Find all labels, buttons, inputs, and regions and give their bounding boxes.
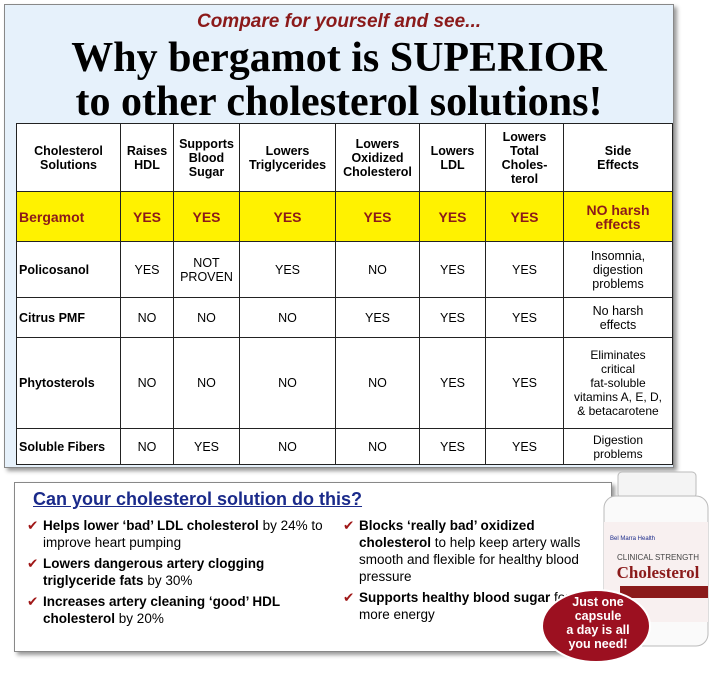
row-label: Policosanol (16, 241, 121, 298)
cell: YES (419, 297, 486, 338)
column-header: Supports Blood Sugar (173, 123, 240, 192)
cell: YES (485, 241, 564, 298)
cell: YES (335, 297, 420, 338)
cap (617, 471, 697, 499)
bullet: Lowers dangerous artery clogging triglyc… (27, 555, 333, 589)
badge-line: a day is all (566, 623, 629, 637)
badge: Just one capsule a day is all you need! (541, 589, 651, 663)
bullet: Helps lower ‘bad’ LDL cholesterol by 24%… (27, 517, 333, 551)
cell: NO (335, 337, 420, 429)
cell: YES (419, 191, 486, 242)
strength: CLINICAL STRENGTH (617, 553, 699, 562)
cell: YES (419, 241, 486, 298)
column-header: Lowers LDL (419, 123, 486, 192)
column-header: Raises HDL (120, 123, 174, 192)
badge-line: capsule (575, 609, 622, 623)
bullet-bold: Supports healthy blood sugar (359, 590, 551, 605)
table-row: Phytosterols NO NO NO NO YES YES Eliminates cri… (16, 337, 673, 429)
row-label: Citrus PMF (16, 297, 121, 338)
bullet-bold: Blocks ‘really bad’ oxidized cholesterol (359, 518, 535, 550)
cell: NO (173, 297, 240, 338)
table-row: Citrus PMF NO NO NO YES YES YES No harsh effect… (16, 297, 673, 338)
product: Cholesterol (617, 563, 700, 582)
table-row: Soluble Fibers NO YES NO NO YES YES Digestion p… (16, 428, 673, 465)
cell: NO (239, 428, 336, 465)
cell: YES (120, 241, 174, 298)
table-row: Bergamot YES YES YES YES YES YES NO harsh effec… (16, 191, 673, 242)
label-band (620, 586, 708, 598)
cell: YES (335, 191, 420, 242)
bullet-text: by 24% to improve heart pumping (43, 518, 323, 550)
badge-shape (541, 589, 651, 663)
cell: Eliminates critical fat-soluble vitamins… (563, 337, 673, 429)
bullet-text: to help keep artery walls smooth and fle… (359, 535, 581, 584)
badge-line: you need! (568, 637, 627, 651)
cell: NO (173, 337, 240, 429)
cell: NO harsh effects (563, 191, 673, 242)
title: Why bergamot is SUPERIOR (71, 35, 607, 81)
cell: YES (173, 428, 240, 465)
row-label: Soluble Fibers (16, 428, 121, 465)
header-row: Cholesterol Solutions Raises HDL Supports … (16, 123, 673, 192)
cell: NO (120, 428, 174, 465)
cell: YES (485, 337, 564, 429)
cell: YES (485, 428, 564, 465)
column-header: Side Effects (563, 123, 673, 192)
bullet-text: by 20% (118, 611, 164, 626)
cell: YES (485, 297, 564, 338)
bullet: Blocks ‘really bad’ oxidized cholesterol… (343, 517, 589, 585)
comparison-box: Compare for yourself and see... Why berg… (4, 4, 674, 468)
row-label: Bergamot (16, 191, 121, 242)
cell: YES (120, 191, 174, 242)
comparison-table: Cholesterol Solutions Raises HDL Supports … (16, 123, 673, 465)
brand: Bel Marra Health (610, 536, 655, 542)
row-label: Phytosterols (16, 337, 121, 429)
column-header: Lowers Total Choles- terol (485, 123, 564, 192)
bullet-text: by 30% (147, 573, 193, 588)
column-header: Lowers Triglycerides (239, 123, 336, 192)
panel-heading: Can your cholesterol solution do this? (33, 489, 363, 509)
benefits-panel: Can your cholesterol solution do this? H… (14, 482, 612, 652)
tagline: Compare for yourself and see... (196, 11, 482, 32)
bullet-bold: Increases artery cleaning ‘good’ HDL cho… (43, 594, 280, 626)
table-row: Policosanol YES NOT PROVEN YES NO YES YES Insom… (16, 241, 673, 298)
cell: Insomnia, digestion problems (563, 241, 673, 298)
badge-line: Just one (572, 595, 623, 609)
cell: YES (485, 191, 564, 242)
cell: YES (419, 337, 486, 429)
cell: NO (120, 297, 174, 338)
cell: YES (173, 191, 240, 242)
cell: YES (419, 428, 486, 465)
column-header: Lowers Oxidized Cholesterol (335, 123, 420, 192)
bullet-bold: Helps lower ‘bad’ LDL cholesterol (43, 518, 259, 533)
cell: NO (335, 241, 420, 298)
cell: YES (239, 191, 336, 242)
cell: NO (335, 428, 420, 465)
cell: No harsh effects (563, 297, 673, 338)
column-header: Cholesterol Solutions (16, 123, 121, 192)
cell: NO (120, 337, 174, 429)
cell: YES (239, 241, 336, 298)
cell: Digestion problems (563, 428, 673, 465)
cell: NOT PROVEN (173, 241, 240, 298)
title: to other cholesterol solutions! (75, 79, 603, 125)
cell: NO (239, 337, 336, 429)
badge-text: Just one capsule a day is all you need! (566, 595, 629, 651)
bullet-bold: Lowers dangerous artery clogging triglyc… (43, 556, 265, 588)
bullet: Increases artery cleaning ‘good’ HDL cho… (27, 593, 333, 627)
cell: NO (239, 297, 336, 338)
